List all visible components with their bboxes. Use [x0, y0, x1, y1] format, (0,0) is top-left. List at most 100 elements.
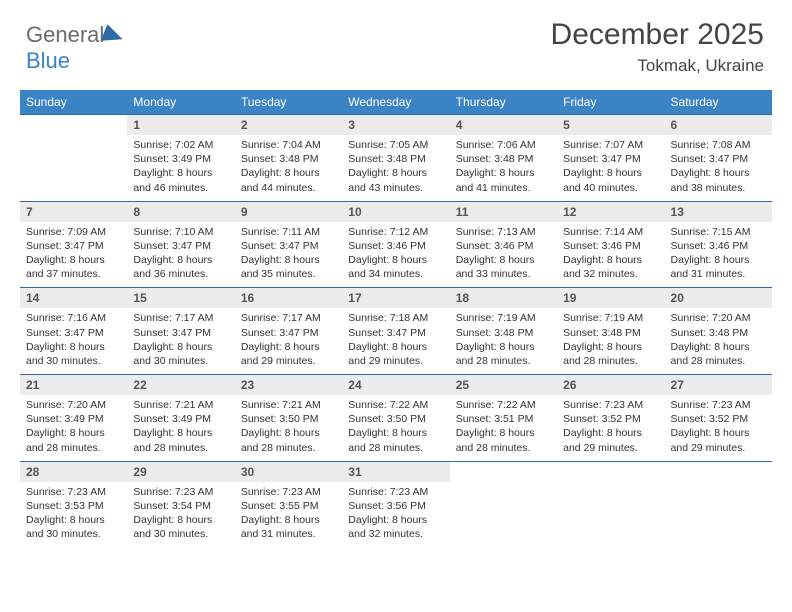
location-label: Tokmak, Ukraine — [20, 56, 764, 76]
day-number: 7 — [20, 202, 127, 222]
calendar-week-row: 14Sunrise: 7:16 AMSunset: 3:47 PMDayligh… — [20, 288, 772, 375]
calendar-day-cell: 24Sunrise: 7:22 AMSunset: 3:50 PMDayligh… — [342, 375, 449, 462]
calendar-day-cell: 2Sunrise: 7:04 AMSunset: 3:48 PMDaylight… — [235, 115, 342, 202]
day-details: Sunrise: 7:23 AMSunset: 3:54 PMDaylight:… — [127, 482, 234, 548]
calendar-day-cell: 26Sunrise: 7:23 AMSunset: 3:52 PMDayligh… — [557, 375, 664, 462]
day-details: Sunrise: 7:16 AMSunset: 3:47 PMDaylight:… — [20, 308, 127, 374]
day-details: Sunrise: 7:20 AMSunset: 3:49 PMDaylight:… — [20, 395, 127, 461]
day-details: Sunrise: 7:14 AMSunset: 3:46 PMDaylight:… — [557, 222, 664, 288]
calendar-day-cell: 19Sunrise: 7:19 AMSunset: 3:48 PMDayligh… — [557, 288, 664, 375]
calendar-day-cell — [450, 461, 557, 547]
day-details: Sunrise: 7:04 AMSunset: 3:48 PMDaylight:… — [235, 135, 342, 201]
calendar-day-cell: 12Sunrise: 7:14 AMSunset: 3:46 PMDayligh… — [557, 201, 664, 288]
day-number: 29 — [127, 462, 234, 482]
day-number: 14 — [20, 288, 127, 308]
calendar-day-cell — [665, 461, 772, 547]
day-number: 5 — [557, 115, 664, 135]
day-header: Friday — [557, 90, 664, 115]
day-details: Sunrise: 7:11 AMSunset: 3:47 PMDaylight:… — [235, 222, 342, 288]
calendar-table: SundayMondayTuesdayWednesdayThursdayFrid… — [20, 90, 772, 547]
calendar-day-cell: 14Sunrise: 7:16 AMSunset: 3:47 PMDayligh… — [20, 288, 127, 375]
day-details: Sunrise: 7:23 AMSunset: 3:55 PMDaylight:… — [235, 482, 342, 548]
day-number: 27 — [665, 375, 772, 395]
day-header: Wednesday — [342, 90, 449, 115]
calendar-header-row: SundayMondayTuesdayWednesdayThursdayFrid… — [20, 90, 772, 115]
calendar-day-cell: 29Sunrise: 7:23 AMSunset: 3:54 PMDayligh… — [127, 461, 234, 547]
day-details: Sunrise: 7:12 AMSunset: 3:46 PMDaylight:… — [342, 222, 449, 288]
calendar-day-cell: 8Sunrise: 7:10 AMSunset: 3:47 PMDaylight… — [127, 201, 234, 288]
day-number: 9 — [235, 202, 342, 222]
day-number: 1 — [127, 115, 234, 135]
day-number: 4 — [450, 115, 557, 135]
month-title: December 2025 — [20, 18, 764, 52]
day-details: Sunrise: 7:02 AMSunset: 3:49 PMDaylight:… — [127, 135, 234, 201]
day-number: 3 — [342, 115, 449, 135]
day-number: 26 — [557, 375, 664, 395]
calendar-day-cell — [557, 461, 664, 547]
day-number: 12 — [557, 202, 664, 222]
day-header: Sunday — [20, 90, 127, 115]
day-details: Sunrise: 7:07 AMSunset: 3:47 PMDaylight:… — [557, 135, 664, 201]
day-details: Sunrise: 7:08 AMSunset: 3:47 PMDaylight:… — [665, 135, 772, 201]
day-details: Sunrise: 7:06 AMSunset: 3:48 PMDaylight:… — [450, 135, 557, 201]
day-number: 15 — [127, 288, 234, 308]
day-details: Sunrise: 7:05 AMSunset: 3:48 PMDaylight:… — [342, 135, 449, 201]
day-header: Saturday — [665, 90, 772, 115]
day-header: Monday — [127, 90, 234, 115]
day-number: 17 — [342, 288, 449, 308]
day-number: 18 — [450, 288, 557, 308]
calendar-week-row: 1Sunrise: 7:02 AMSunset: 3:49 PMDaylight… — [20, 115, 772, 202]
calendar-day-cell: 7Sunrise: 7:09 AMSunset: 3:47 PMDaylight… — [20, 201, 127, 288]
calendar-day-cell: 16Sunrise: 7:17 AMSunset: 3:47 PMDayligh… — [235, 288, 342, 375]
calendar-day-cell: 9Sunrise: 7:11 AMSunset: 3:47 PMDaylight… — [235, 201, 342, 288]
day-details: Sunrise: 7:21 AMSunset: 3:49 PMDaylight:… — [127, 395, 234, 461]
day-details: Sunrise: 7:22 AMSunset: 3:50 PMDaylight:… — [342, 395, 449, 461]
day-details: Sunrise: 7:19 AMSunset: 3:48 PMDaylight:… — [557, 308, 664, 374]
calendar-day-cell: 1Sunrise: 7:02 AMSunset: 3:49 PMDaylight… — [127, 115, 234, 202]
day-number: 11 — [450, 202, 557, 222]
calendar-day-cell: 22Sunrise: 7:21 AMSunset: 3:49 PMDayligh… — [127, 375, 234, 462]
brand-logo: General Blue — [26, 22, 122, 74]
calendar-day-cell: 11Sunrise: 7:13 AMSunset: 3:46 PMDayligh… — [450, 201, 557, 288]
day-number: 24 — [342, 375, 449, 395]
brand-triangle-icon — [100, 23, 123, 40]
calendar-day-cell: 15Sunrise: 7:17 AMSunset: 3:47 PMDayligh… — [127, 288, 234, 375]
day-number: 2 — [235, 115, 342, 135]
calendar-day-cell: 28Sunrise: 7:23 AMSunset: 3:53 PMDayligh… — [20, 461, 127, 547]
calendar-day-cell: 13Sunrise: 7:15 AMSunset: 3:46 PMDayligh… — [665, 201, 772, 288]
calendar-week-row: 21Sunrise: 7:20 AMSunset: 3:49 PMDayligh… — [20, 375, 772, 462]
calendar-day-cell: 27Sunrise: 7:23 AMSunset: 3:52 PMDayligh… — [665, 375, 772, 462]
day-details: Sunrise: 7:22 AMSunset: 3:51 PMDaylight:… — [450, 395, 557, 461]
day-details: Sunrise: 7:21 AMSunset: 3:50 PMDaylight:… — [235, 395, 342, 461]
day-details: Sunrise: 7:20 AMSunset: 3:48 PMDaylight:… — [665, 308, 772, 374]
brand-part2: Blue — [26, 48, 70, 73]
day-number: 19 — [557, 288, 664, 308]
day-details: Sunrise: 7:23 AMSunset: 3:53 PMDaylight:… — [20, 482, 127, 548]
day-details: Sunrise: 7:23 AMSunset: 3:56 PMDaylight:… — [342, 482, 449, 548]
day-number: 21 — [20, 375, 127, 395]
day-number: 16 — [235, 288, 342, 308]
calendar-day-cell: 20Sunrise: 7:20 AMSunset: 3:48 PMDayligh… — [665, 288, 772, 375]
header-block: December 2025 Tokmak, Ukraine — [20, 18, 772, 76]
day-number: 25 — [450, 375, 557, 395]
brand-part1: General — [26, 22, 104, 47]
calendar-day-cell: 5Sunrise: 7:07 AMSunset: 3:47 PMDaylight… — [557, 115, 664, 202]
day-header: Tuesday — [235, 90, 342, 115]
calendar-week-row: 7Sunrise: 7:09 AMSunset: 3:47 PMDaylight… — [20, 201, 772, 288]
day-number: 6 — [665, 115, 772, 135]
calendar-day-cell: 30Sunrise: 7:23 AMSunset: 3:55 PMDayligh… — [235, 461, 342, 547]
calendar-day-cell: 4Sunrise: 7:06 AMSunset: 3:48 PMDaylight… — [450, 115, 557, 202]
day-details: Sunrise: 7:17 AMSunset: 3:47 PMDaylight:… — [235, 308, 342, 374]
calendar-week-row: 28Sunrise: 7:23 AMSunset: 3:53 PMDayligh… — [20, 461, 772, 547]
day-details: Sunrise: 7:13 AMSunset: 3:46 PMDaylight:… — [450, 222, 557, 288]
calendar-day-cell: 6Sunrise: 7:08 AMSunset: 3:47 PMDaylight… — [665, 115, 772, 202]
day-details: Sunrise: 7:23 AMSunset: 3:52 PMDaylight:… — [665, 395, 772, 461]
day-number: 10 — [342, 202, 449, 222]
day-details: Sunrise: 7:18 AMSunset: 3:47 PMDaylight:… — [342, 308, 449, 374]
day-details: Sunrise: 7:15 AMSunset: 3:46 PMDaylight:… — [665, 222, 772, 288]
day-details: Sunrise: 7:19 AMSunset: 3:48 PMDaylight:… — [450, 308, 557, 374]
day-number: 8 — [127, 202, 234, 222]
calendar-day-cell: 25Sunrise: 7:22 AMSunset: 3:51 PMDayligh… — [450, 375, 557, 462]
calendar-day-cell: 10Sunrise: 7:12 AMSunset: 3:46 PMDayligh… — [342, 201, 449, 288]
calendar-day-cell: 23Sunrise: 7:21 AMSunset: 3:50 PMDayligh… — [235, 375, 342, 462]
